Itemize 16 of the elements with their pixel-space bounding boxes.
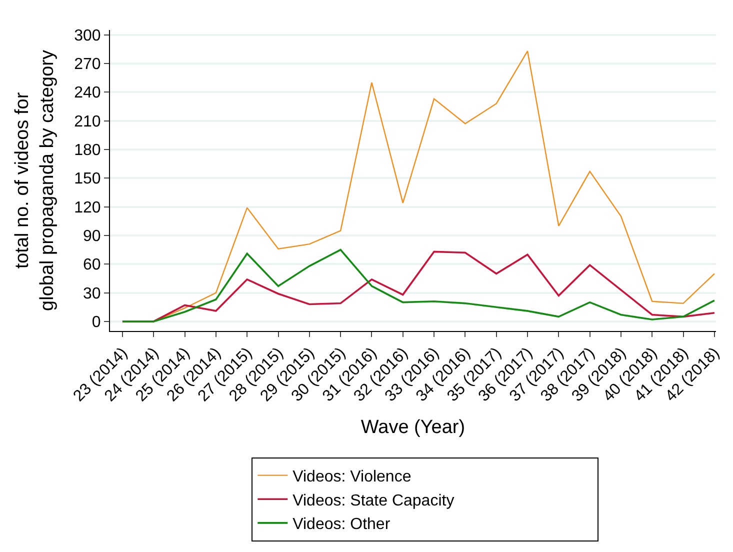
y-tick-label: 180 bbox=[74, 142, 101, 160]
y-tick-label: 150 bbox=[74, 170, 101, 188]
y-tick-label: 300 bbox=[74, 27, 101, 44]
y-tick-label: 0 bbox=[92, 314, 101, 332]
legend-label: Videos: Violence bbox=[292, 468, 412, 486]
y-tick-label: 60 bbox=[83, 256, 101, 274]
y-tick-label: 270 bbox=[74, 56, 101, 74]
y-tick-label: 90 bbox=[83, 228, 101, 246]
legend-label: Videos: Other bbox=[292, 516, 391, 534]
y-tick-label: 30 bbox=[83, 285, 101, 302]
y-tick-label: 240 bbox=[74, 84, 101, 102]
y-axis-title: total no. of videos for global propaganda by category bbox=[12, 50, 58, 311]
y-tick-label: 120 bbox=[74, 199, 101, 216]
legend-label: Videos: State Capacity bbox=[292, 492, 454, 510]
x-axis-title: Wave (Year) bbox=[360, 416, 466, 438]
y-tick-label: 210 bbox=[74, 113, 101, 130]
